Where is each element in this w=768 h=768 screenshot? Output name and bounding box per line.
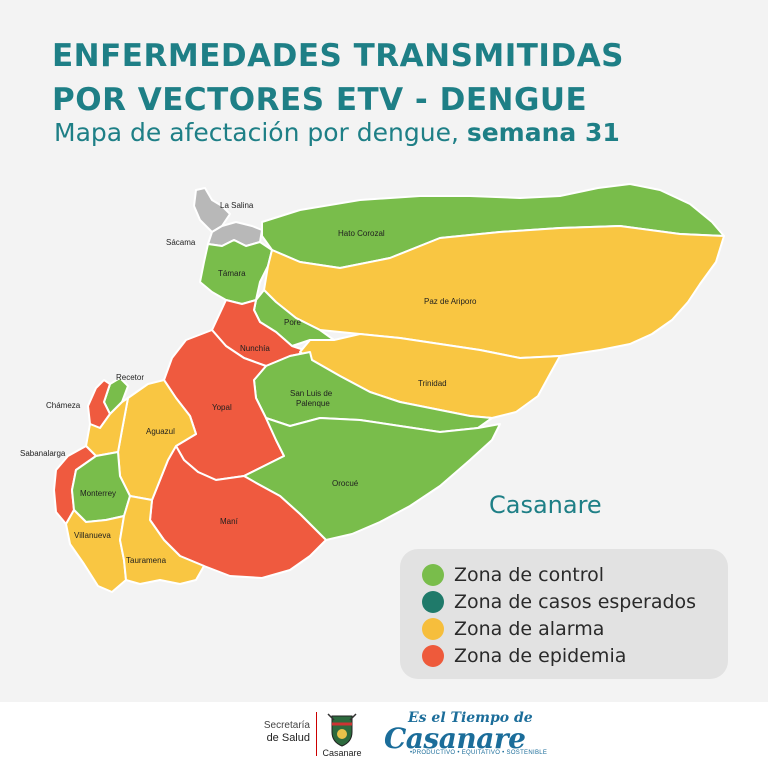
casanare-map: La Salina Sácama Hato Corozal Támara Paz… xyxy=(20,183,725,593)
secretaria-logo-text: Secretaría de Salud xyxy=(252,720,310,745)
control-dot-icon xyxy=(422,564,444,586)
subtitle-text: Mapa de afectación por dengue, xyxy=(54,118,467,147)
map-labels: La Salina Sácama Hato Corozal Támara Paz… xyxy=(20,201,477,565)
label-sacama: Sácama xyxy=(166,238,196,247)
label-la-salina: La Salina xyxy=(220,201,254,210)
label-monterrey: Monterrey xyxy=(80,489,116,498)
footer: Secretaría de Salud Casanare Es el Tiemp… xyxy=(0,702,768,768)
legend-item-epidemia: Zona de epidemia xyxy=(422,644,626,668)
legend-label: Zona de control xyxy=(454,564,605,586)
title-line-2: POR VECTORES ETV - DENGUE xyxy=(52,82,588,118)
legend-label: Zona de casos esperados xyxy=(454,591,697,613)
region-name: Casanare xyxy=(489,491,602,519)
label-san-luis-line2: Palenque xyxy=(296,399,330,408)
epidemia-dot-icon xyxy=(422,645,444,667)
label-hato-corozal: Hato Corozal xyxy=(338,229,385,238)
secretaria-line2: de Salud xyxy=(266,732,310,744)
brand-tagline: •PRODUCTIVO • EQUITATIVO • SOSTENIBLE xyxy=(410,750,548,756)
casanare-crest-icon xyxy=(327,713,357,747)
label-aguazul: Aguazul xyxy=(146,427,175,436)
subtitle-week: semana 31 xyxy=(466,118,620,147)
esperados-dot-icon xyxy=(422,591,444,613)
label-recetor: Recetor xyxy=(116,373,144,382)
legend-label: Zona de epidemia xyxy=(454,645,627,667)
label-orocue: Orocué xyxy=(332,479,359,488)
label-sabanalarga: Sabanalarga xyxy=(20,449,66,458)
divider xyxy=(316,712,317,756)
title-line-1: ENFERMEDADES TRANSMITIDAS xyxy=(52,38,625,74)
crest-caption: Casanare xyxy=(322,748,362,758)
secretaria-line1: Secretaría xyxy=(263,720,310,731)
alarma-dot-icon xyxy=(422,618,444,640)
map-legend: Zona de control Zona de casos esperados … xyxy=(400,549,728,679)
label-mani: Maní xyxy=(220,517,239,526)
label-san-luis-line1: San Luis de xyxy=(290,389,333,398)
label-yopal: Yopal xyxy=(212,403,232,412)
legend-label: Zona de alarma xyxy=(454,618,605,640)
municipality-orocue[interactable] xyxy=(243,417,501,541)
label-chameza: Chámeza xyxy=(46,401,81,410)
brand-line1: Es el Tiempo de xyxy=(408,710,533,726)
page-title: ENFERMEDADES TRANSMITIDAS POR VECTORES E… xyxy=(52,34,732,122)
label-nunchia: Nunchía xyxy=(240,344,270,353)
municipality-tamara[interactable] xyxy=(199,239,273,305)
municipality-la-salina[interactable] xyxy=(193,187,231,233)
legend-item-control: Zona de control xyxy=(422,563,604,587)
label-tauramena: Tauramena xyxy=(126,556,167,565)
label-tamara: Támara xyxy=(218,269,246,278)
label-villanueva: Villanueva xyxy=(74,531,111,540)
legend-item-esperados: Zona de casos esperados xyxy=(422,590,696,614)
label-trinidad: Trinidad xyxy=(418,379,447,388)
page-subtitle: Mapa de afectación por dengue, semana 31 xyxy=(54,118,620,147)
municipality-tauramena[interactable] xyxy=(119,495,205,585)
legend-item-alarma: Zona de alarma xyxy=(422,617,604,641)
municipality-villanueva[interactable] xyxy=(65,509,127,593)
brand-logo-text: Casanare xyxy=(384,722,526,755)
label-pore: Pore xyxy=(284,318,301,327)
label-paz-de-ariporo: Paz de Ariporo xyxy=(424,297,477,306)
